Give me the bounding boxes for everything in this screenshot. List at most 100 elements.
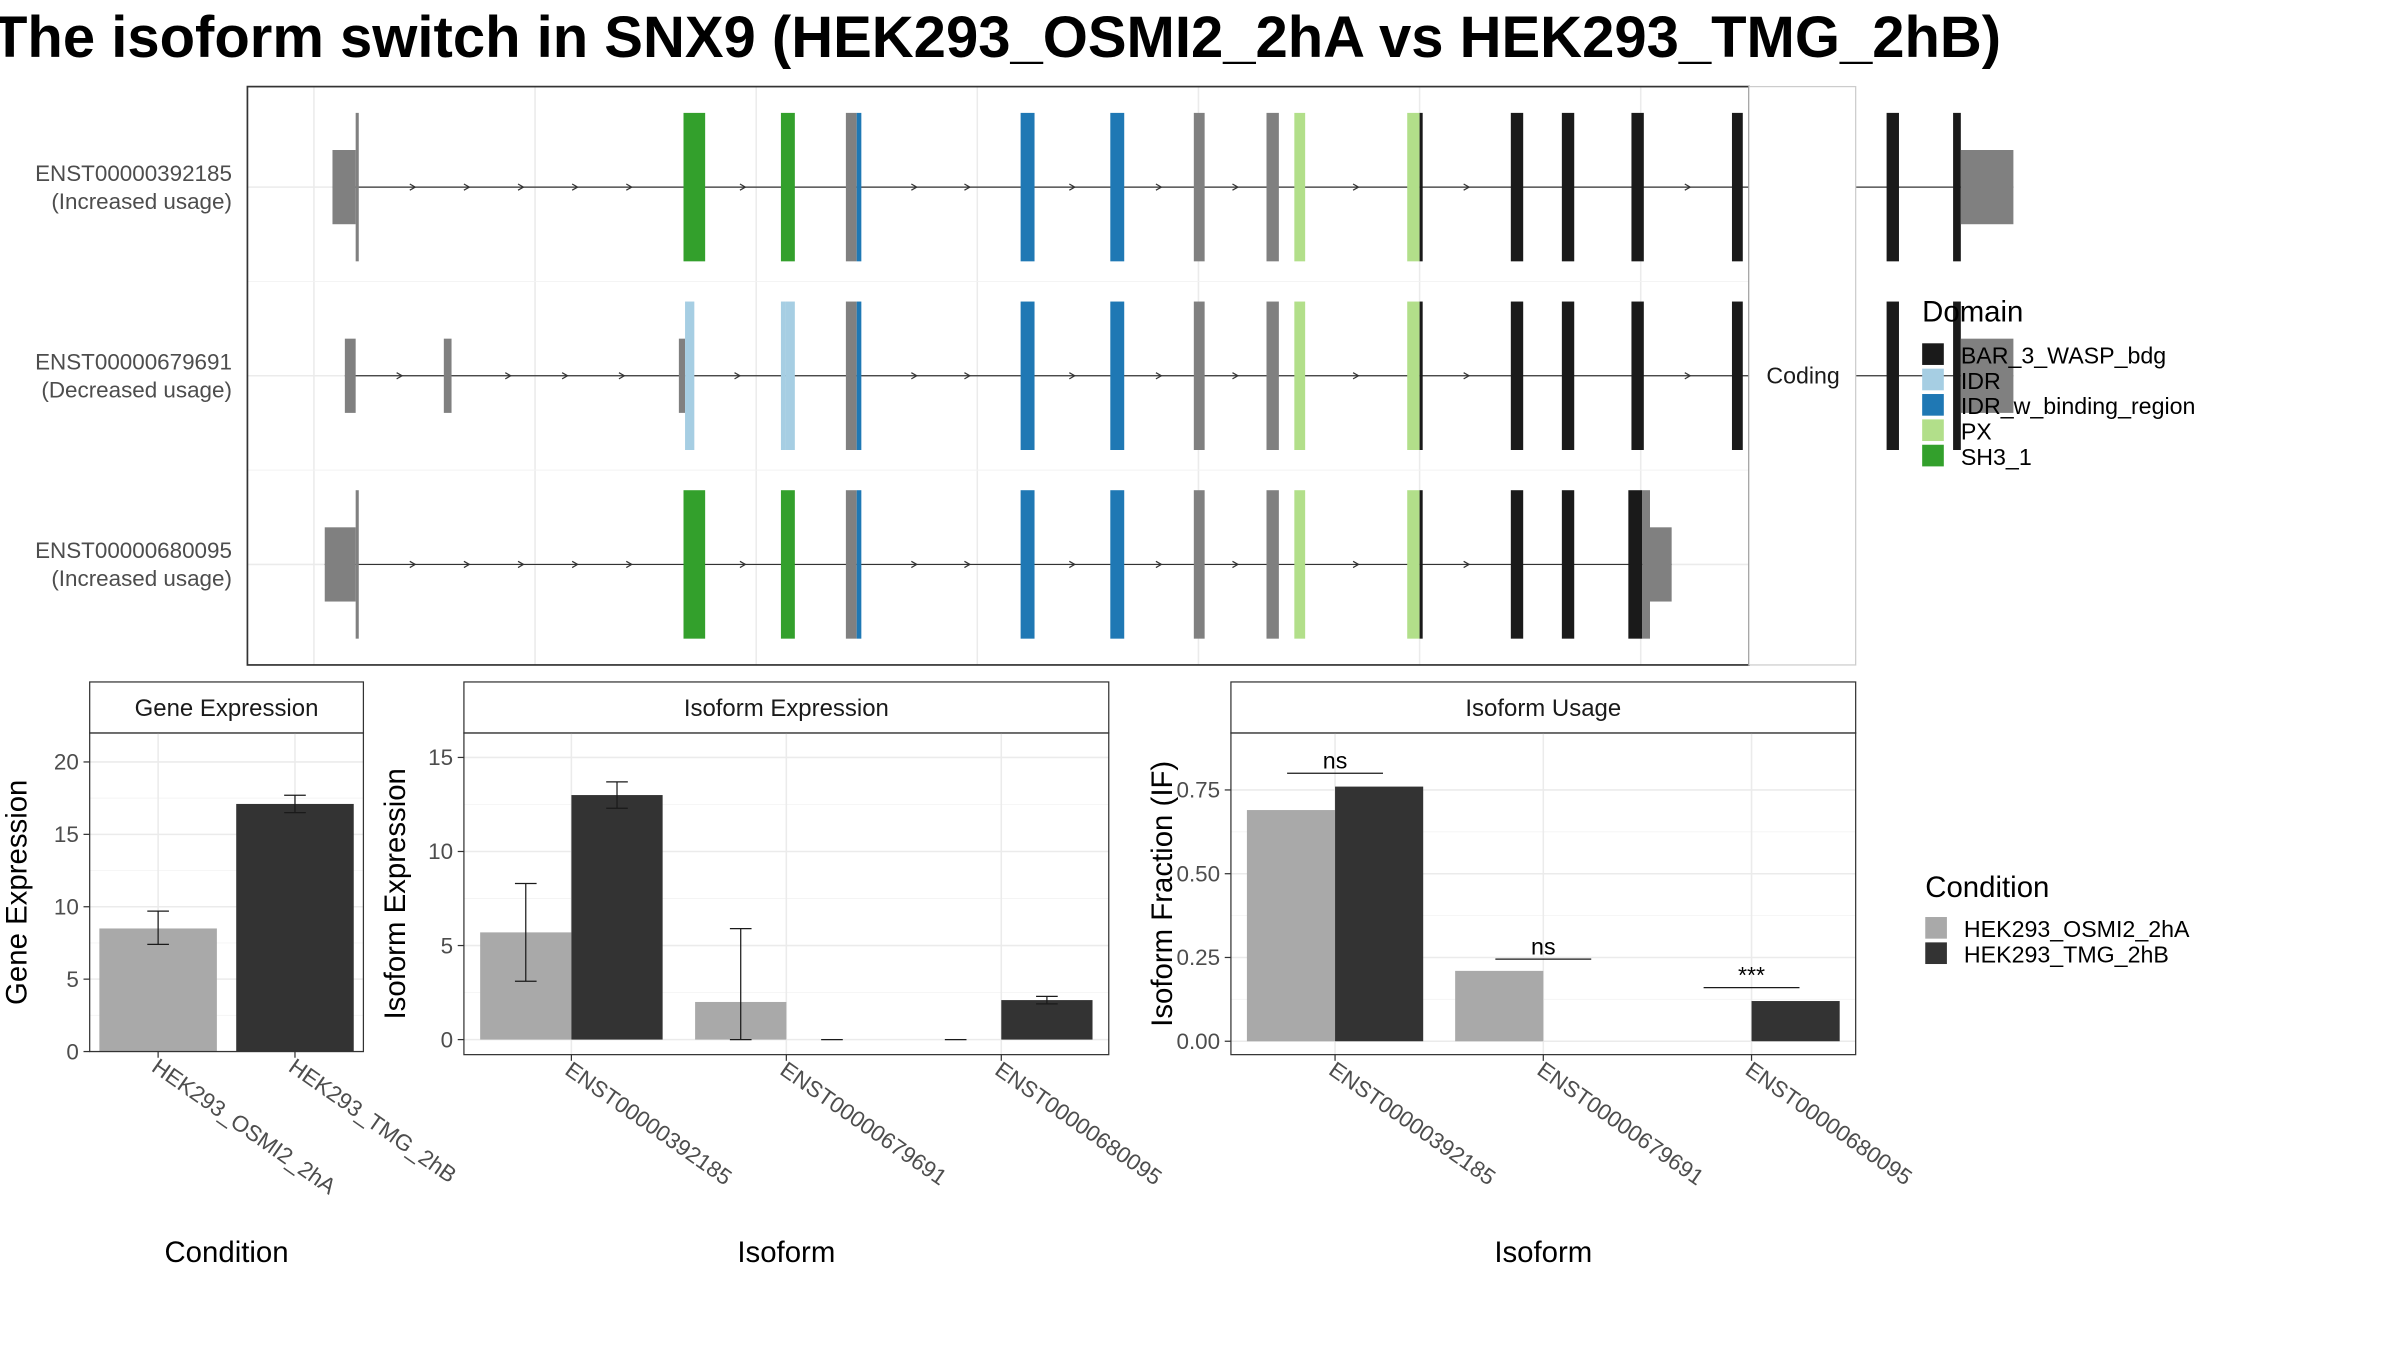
exon-idr-w-binding-region <box>1020 112 1035 262</box>
exon-none <box>1193 112 1205 262</box>
intron-arrow <box>463 183 471 191</box>
exon-bar-3-wasp-bdg <box>1419 112 1423 262</box>
exon-none <box>845 301 857 450</box>
transcript-label: ENST00000679691 <box>35 350 232 375</box>
exon-sh3-1 <box>683 112 706 262</box>
significance-label: *** <box>1738 962 1765 988</box>
panel-border <box>89 732 365 1053</box>
domain-legend-label: PX <box>1961 418 1992 444</box>
intron-arrow <box>409 183 417 191</box>
y-tick-label: 5 <box>66 967 78 992</box>
exon-px <box>1294 112 1306 262</box>
intron-arrow <box>734 372 742 380</box>
y-tick-label: 15 <box>54 822 79 847</box>
exon-none <box>1193 301 1205 450</box>
y-tick-label: 10 <box>54 894 79 919</box>
isoform-usage-bar <box>1335 786 1424 1042</box>
x-axis-label: Isoform <box>1494 1236 1592 1269</box>
intron-arrow <box>625 560 633 569</box>
y-tick-label: 5 <box>441 933 453 958</box>
intron-arrow <box>1155 183 1163 191</box>
intron-arrow <box>911 183 918 191</box>
domain-legend-label: IDR_w_binding_region <box>1961 393 2196 419</box>
exon-none <box>845 490 857 639</box>
intron-arrow <box>1069 560 1076 569</box>
panel-title: Isoform Usage <box>1465 695 1621 722</box>
y-tick-label: 0.25 <box>1176 945 1220 970</box>
exon-none <box>1193 490 1205 639</box>
chart-title: The isoform switch in SNX9 (HEK293_OSMI2… <box>0 5 2002 70</box>
intron-arrow <box>739 560 747 569</box>
exon-bar-3-wasp-bdg <box>1886 301 1899 450</box>
exon-px <box>1407 112 1420 262</box>
isoform-usage-bar <box>1751 1001 1840 1042</box>
gene-expression-bar <box>236 803 354 1052</box>
exon-bar-3-wasp-bdg <box>1419 490 1423 639</box>
exon-none <box>1960 150 2014 225</box>
exon-none <box>355 490 359 639</box>
intron-arrow <box>739 183 747 191</box>
exon-none <box>845 112 857 262</box>
exon-none <box>1960 338 2014 413</box>
transcript-label: ENST00000392185 <box>35 161 232 186</box>
domain-legend-label: BAR_3_WASP_bdg <box>1961 342 2166 368</box>
intron-arrow <box>964 183 972 191</box>
intron-arrow <box>911 372 918 380</box>
transcript-usage-label: (Decreased usage) <box>41 377 232 402</box>
y-tick-label: 20 <box>54 750 79 775</box>
isoform-expression-bar <box>571 795 663 1040</box>
exon-none <box>355 112 359 262</box>
exon-none <box>678 338 686 413</box>
exon-idr-w-binding-region <box>856 112 862 262</box>
condition-legend-swatch <box>1925 917 1947 939</box>
domain-legend-swatch <box>1922 368 1944 391</box>
domain-legend-swatch <box>1922 419 1944 442</box>
significance-label: ns <box>1323 748 1348 774</box>
intron-arrow <box>517 560 525 569</box>
exon-idr <box>785 301 795 450</box>
y-axis-label: Isoform Fraction (IF) <box>1146 761 1179 1027</box>
isoform-expression-bar <box>1001 1000 1093 1040</box>
exon-bar-3-wasp-bdg <box>1631 112 1644 262</box>
intron-arrow <box>1463 560 1471 569</box>
isoform-usage-bar <box>1246 810 1336 1042</box>
significance-label: ns <box>1531 934 1555 960</box>
exon-none <box>1650 527 1672 602</box>
intron-arrow <box>1352 560 1360 569</box>
intron-arrow <box>1069 372 1076 380</box>
exon-none <box>332 150 356 225</box>
exon-none <box>344 338 356 413</box>
panel-strip <box>89 681 365 734</box>
condition-legend-swatch <box>1925 942 1947 965</box>
condition-legend-label: HEK293_TMG_2hB <box>1964 941 2169 967</box>
exon-idr-w-binding-region <box>856 490 862 639</box>
intron-arrow <box>571 183 579 191</box>
intron-arrow <box>964 372 972 380</box>
intron-arrow <box>911 560 918 569</box>
panel-border <box>463 732 1110 1056</box>
intron-arrow <box>1232 560 1240 569</box>
domain-legend-swatch <box>1922 444 1944 467</box>
gene-expression-bar <box>99 928 217 1052</box>
coding-strip <box>1748 85 1857 666</box>
intron-arrow <box>1232 372 1240 380</box>
exon-none <box>1266 301 1279 450</box>
exon-none <box>443 338 452 413</box>
exon-bar-3-wasp-bdg <box>1628 490 1643 639</box>
exon-idr-w-binding-region <box>1110 490 1125 639</box>
y-tick-label: 0.50 <box>1176 861 1220 886</box>
intron-arrow <box>561 372 569 380</box>
intron-arrow <box>409 560 417 569</box>
condition-legend-title: Condition <box>1925 871 2049 904</box>
intron-arrow <box>1155 372 1163 380</box>
exon-none <box>1266 490 1279 639</box>
intron-arrow <box>1684 183 1692 191</box>
y-tick-label: 15 <box>428 745 453 770</box>
exon-bar-3-wasp-bdg <box>1510 490 1524 639</box>
exon-px <box>1407 490 1420 639</box>
exon-sh3-1 <box>683 490 706 639</box>
exon-bar-3-wasp-bdg <box>1953 301 1961 450</box>
intron-arrow <box>1232 183 1240 191</box>
panel-border <box>1230 732 1857 1056</box>
